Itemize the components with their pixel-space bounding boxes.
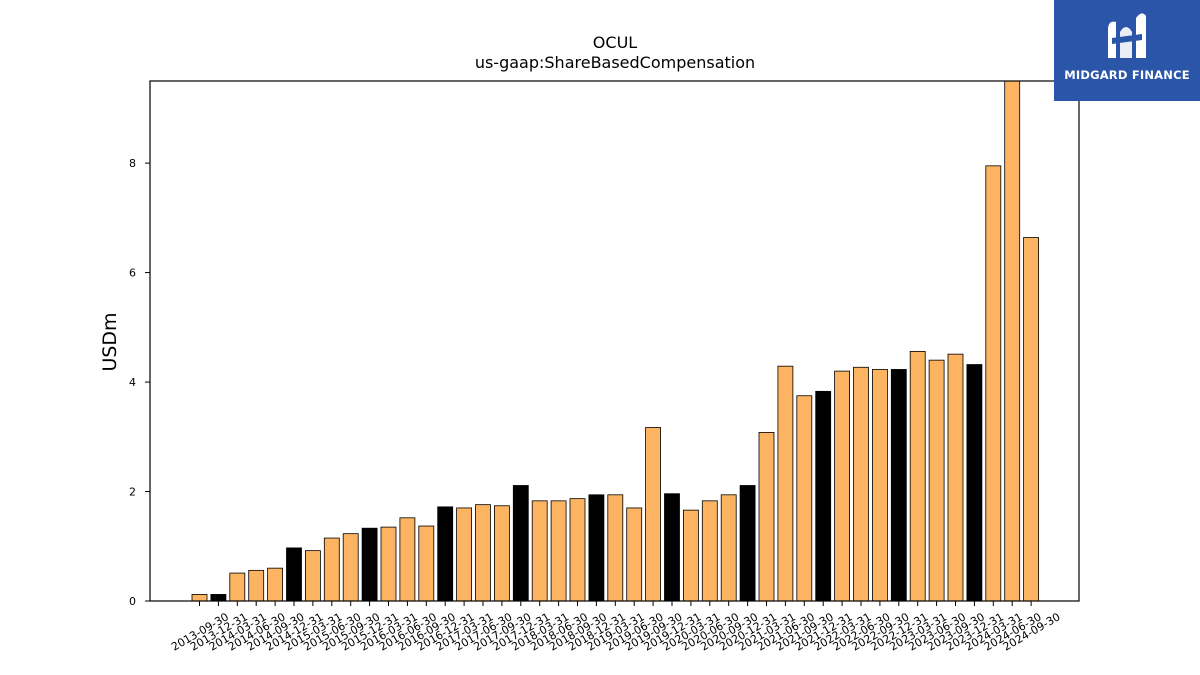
bar-2016-12-31 (437, 506, 454, 602)
bar-2018-03-31 (531, 500, 548, 602)
bar-2016-03-31 (380, 526, 397, 602)
bar-2015-09-30 (342, 533, 359, 602)
bar-2024-06-30 (1004, 80, 1021, 602)
bar-2018-12-31 (588, 494, 605, 602)
plot-frame (149, 80, 1080, 602)
bar-2021-06-30 (777, 365, 794, 602)
bar-2014-06-30 (248, 569, 265, 602)
bar-2017-06-30 (475, 504, 491, 602)
bar-2013-12-31 (210, 594, 227, 602)
bar-2017-03-31 (456, 507, 473, 602)
bar-2018-06-30 (550, 500, 567, 602)
x-ticks-group: 2013-09-302013-12-312014-03-312014-06-30… (169, 601, 1063, 654)
logo-brand-text: MIDGARD FINANCE (1064, 68, 1190, 82)
bar-2020-06-30 (701, 500, 718, 602)
y-tick-label: 8 (129, 157, 136, 170)
y-tick-label: 4 (129, 376, 136, 389)
bar-2016-09-30 (418, 525, 435, 602)
bar-2013-09-30 (191, 594, 208, 602)
bar-2019-03-31 (607, 494, 624, 602)
chart-title: OCUL (593, 33, 637, 52)
bar-2023-06-30 (928, 359, 945, 602)
chart-subtitle: us-gaap:ShareBasedCompensation (475, 53, 755, 72)
bars-group (191, 80, 1039, 602)
bar-2020-03-31 (683, 509, 699, 602)
bar-2020-12-31 (739, 485, 756, 602)
bar-2023-03-31 (909, 350, 926, 602)
bar-2017-12-31 (512, 485, 529, 602)
bar-2015-03-31 (304, 550, 321, 602)
bar-2015-12-31 (361, 527, 378, 602)
bar-2018-09-30 (569, 498, 586, 602)
y-tick-label: 2 (129, 486, 136, 499)
bar-2019-09-30 (645, 427, 661, 602)
bar-2021-12-31 (815, 390, 832, 602)
bar-2014-03-31 (229, 572, 246, 602)
bar-2024-09-30 (1023, 237, 1039, 602)
bar-2020-09-30 (720, 494, 737, 602)
bar-2016-06-30 (399, 517, 416, 602)
bar-2023-12-31 (966, 364, 983, 602)
y-tick-label: 6 (129, 267, 136, 280)
midgard-logo-mark-icon (1108, 13, 1146, 58)
bar-2017-09-30 (493, 505, 510, 602)
bar-2014-12-31 (286, 547, 302, 602)
bar-2022-06-30 (853, 366, 869, 602)
bar-2015-06-30 (323, 537, 340, 602)
midgard-finance-logo: MIDGARD FINANCE (1054, 0, 1200, 101)
bar-2014-09-30 (267, 567, 284, 602)
bar-2023-09-30 (947, 353, 964, 602)
y-tick-label: 0 (129, 595, 136, 608)
bar-2022-12-31 (890, 369, 907, 602)
bar-2022-03-31 (834, 370, 850, 602)
y-ticks-group: 0 2 4 6 8 (129, 157, 150, 608)
bar-2022-09-30 (872, 369, 888, 602)
bar-2019-12-31 (664, 493, 680, 602)
bar-2021-03-31 (758, 432, 775, 602)
bar-2024-03-31 (985, 165, 1002, 602)
y-axis-label: USDm (99, 312, 121, 371)
bar-2021-09-30 (796, 395, 813, 602)
bar-2019-06-30 (626, 507, 643, 602)
